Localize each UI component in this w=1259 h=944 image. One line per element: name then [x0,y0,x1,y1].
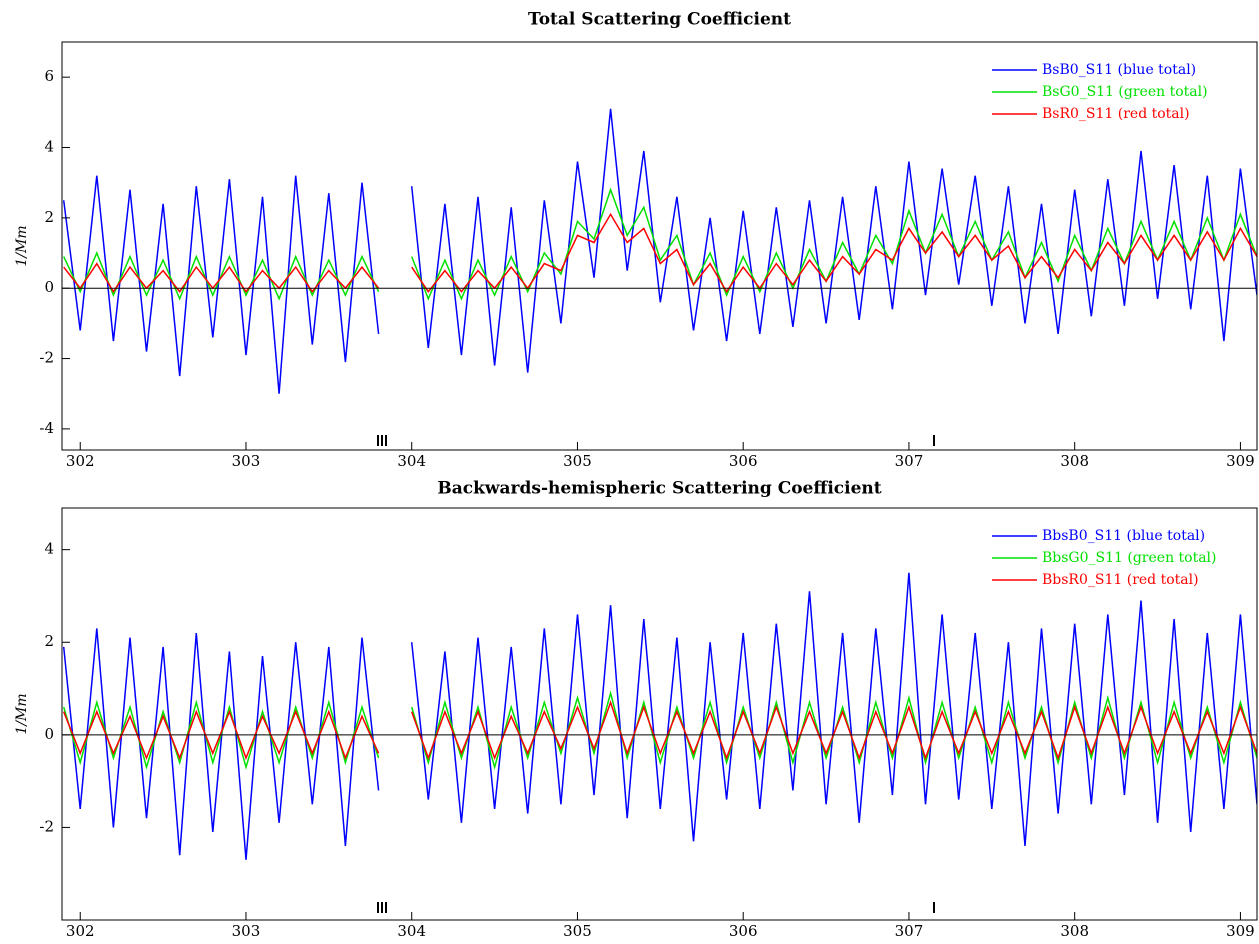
chart-title: Backwards-hemispheric Scattering Coeffic… [437,479,881,499]
series-line [63,700,1257,761]
legend-label: BsR0_S11 (red total) [1042,106,1190,122]
legend-label: BbsR0_S11 (red total) [1042,572,1199,588]
series-line [63,212,1257,294]
markers [377,435,935,913]
panel: 302 303 304 305 306 307 308 309 -4 -2 0 2 4 6 Total Sc… [14,10,1258,470]
x-tick-label: 302 [66,922,95,940]
x-tick-label: 305 [563,452,592,470]
plot-frame [61,507,1258,921]
plot-area [62,572,1257,860]
x-tick-label: 304 [397,922,426,940]
x-tick-label: 308 [1060,922,1089,940]
plot-frame [61,41,1258,451]
y-tick-label: 2 [44,632,54,650]
legend: BsB0_S11 (blue total) BsG0_S11 (green tot… [992,62,1208,122]
legend: BbsB0_S11 (blue total) BbsG0_S11 (green t… [992,528,1217,588]
x-tick-label: 309 [1226,452,1255,470]
legend-label: BbsG0_S11 (green total) [1042,550,1217,566]
y-axis-label: 1/Mm [14,693,30,734]
chart-title: Total Scattering Coefficient [528,10,791,30]
y-tick-label: 6 [44,67,54,85]
y-tick-label: 0 [44,278,54,296]
y-tick-label: 4 [44,540,54,558]
x-tick-label: 308 [1060,452,1089,470]
x-tick-label: 304 [397,452,426,470]
series-line [62,690,1257,771]
series-line [62,572,1257,860]
x-tick-label: 309 [1226,922,1255,940]
legend-label: BsG0_S11 (green total) [1042,84,1208,100]
x-tick-label: 306 [729,452,758,470]
y-tick-label: -2 [39,817,54,835]
x-tick-label: 307 [895,922,924,940]
y-axis-label: 1/Mm [14,225,30,266]
series-line [62,108,1257,394]
x-tick-label: 303 [232,922,261,940]
y-tick-label: 2 [44,208,54,226]
y-tick-label: 0 [44,725,54,743]
series-line [63,187,1257,301]
x-tick-label: 307 [895,452,924,470]
y-tick-label: 4 [44,138,54,156]
panel: 302 303 304 305 306 307 308 309 -2 0 2 4 Backwards-h… [14,479,1258,940]
legend-label: BbsB0_S11 (blue total) [1042,528,1205,544]
legend-label: BsB0_S11 (blue total) [1042,62,1196,78]
x-tick-label: 306 [729,922,758,940]
x-tick-label: 305 [563,922,592,940]
x-tick-label: 302 [66,452,95,470]
y-tick-label: -2 [39,349,54,367]
x-tick-label: 303 [232,452,261,470]
y-tick-label: -4 [39,419,54,437]
plot-area [62,108,1257,394]
